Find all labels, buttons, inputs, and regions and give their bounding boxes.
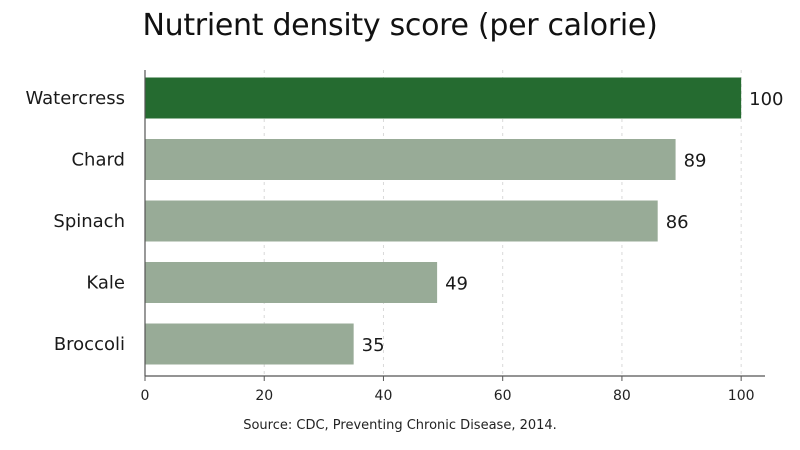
category-label: Watercress <box>25 88 125 109</box>
x-axis: 0 20 40 60 80 100 <box>141 70 765 404</box>
x-tick-label: 40 <box>375 388 393 404</box>
value-label: 35 <box>362 335 385 356</box>
value-label: 49 <box>445 274 468 295</box>
value-label: 86 <box>666 212 689 233</box>
category-label: Kale <box>86 273 125 294</box>
labels: Watercress 100 Chard 89 Spinach 86 Kale 49 Brocc… <box>25 88 783 356</box>
bar-chard <box>145 139 676 180</box>
source-note: Source: CDC, Preventing Chronic Disease,… <box>243 418 557 433</box>
category-label: Broccoli <box>54 334 125 355</box>
bars <box>145 77 742 365</box>
x-tick-label: 20 <box>255 388 273 404</box>
chart-title: Nutrient density score (per calorie) <box>142 8 658 43</box>
bar-kale <box>145 262 438 303</box>
x-tick-label: 0 <box>141 388 150 404</box>
bar-spinach <box>145 200 658 242</box>
value-label: 89 <box>684 151 707 172</box>
category-label: Chard <box>71 150 125 171</box>
x-tick-label: 100 <box>728 388 755 404</box>
category-label: Spinach <box>53 211 125 232</box>
bar-watercress <box>145 77 742 119</box>
x-tick-label: 80 <box>613 388 631 404</box>
bar-broccoli <box>145 323 354 365</box>
x-tick-label: 60 <box>494 388 512 404</box>
value-label: 100 <box>749 89 783 110</box>
